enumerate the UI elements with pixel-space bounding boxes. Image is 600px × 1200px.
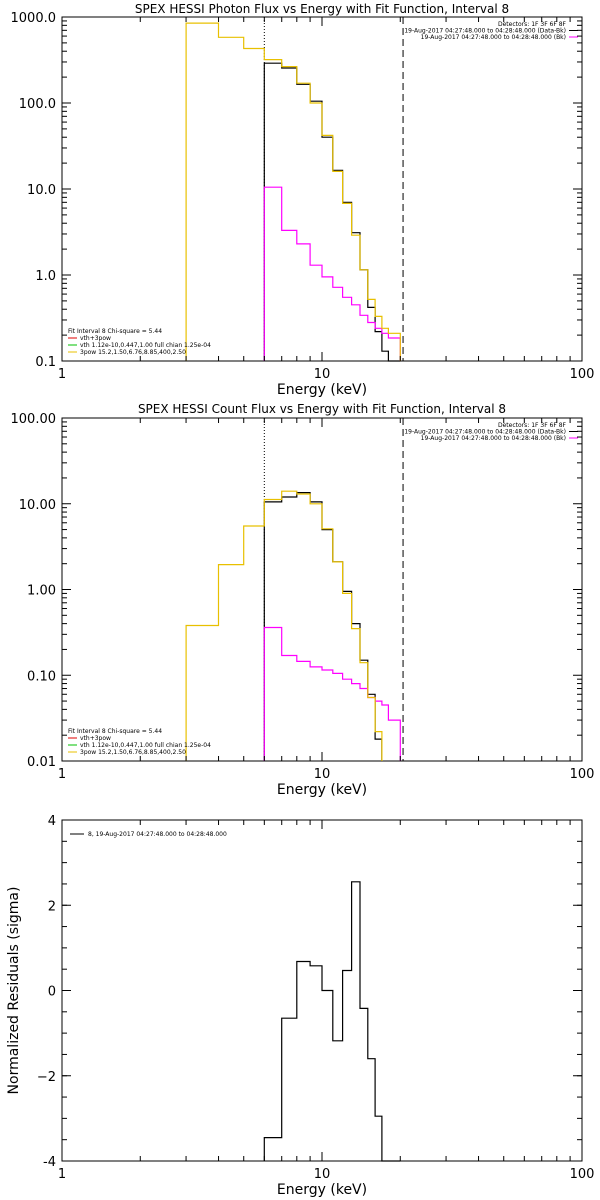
x-axis-label: Energy (keV) (277, 782, 367, 798)
legend-top-right: Detectors: 1F 3F 6F 8F 19-Aug-2017 04:27… (404, 422, 578, 442)
legend-bk: 19-Aug-2017 04:27:48.000 to 04:28:48.000… (421, 34, 566, 41)
axis-ticks: 1 10 100 -4 −2 0 2 4 (37, 814, 595, 1182)
y-tick-label: 2 (48, 899, 56, 914)
legend-bk: 19-Aug-2017 04:27:48.000 to 04:28:48.000… (421, 435, 566, 442)
legend-vth-3pow: vth+3pow (80, 735, 111, 742)
legend-vth-params: vth 1.12e-10,0.447,1.00 full chian 1.25e… (80, 342, 211, 349)
series-line-2 (185, 490, 383, 761)
y-tick-label: 4 (48, 814, 56, 829)
axis-ticks: 1 10 100 0.01 0.10 1.00 10.00 100.00 (11, 412, 595, 782)
series-line-2 (185, 22, 401, 361)
legend-vth-3pow: vth+3pow (80, 335, 111, 342)
legend-bottom-left: Fit Interval 8 Chi-square = 5.44 vth+3po… (68, 728, 211, 756)
legend-detectors: Detectors: 1F 3F 6F 8F (498, 422, 567, 429)
x-tick-label: 10 (314, 1167, 331, 1182)
series-line-0 (263, 881, 401, 1162)
x-tick-label: 100 (570, 1167, 595, 1182)
y-tick-label: −2 (37, 1070, 56, 1085)
y-tick-label: 0.01 (27, 755, 56, 770)
chart-title: SPEX HESSI Count Flux vs Energy with Fit… (138, 402, 506, 416)
y-tick-label: 10.00 (19, 498, 56, 513)
residuals-panel: Energy (keV) Normalized Residuals (sigma… (6, 814, 594, 1198)
legend-top-right: Detectors: 1F 3F 6F 8F 19-Aug-2017 04:27… (404, 21, 578, 41)
y-tick-label: 0.10 (27, 669, 56, 684)
x-axis-label: Energy (keV) (277, 1182, 367, 1198)
y-axis-label: Normalized Residuals (sigma) (6, 887, 22, 1095)
y-tick-label: 1.0 (35, 269, 56, 284)
x-tick-label: 10 (314, 767, 331, 782)
y-tick-label: 1000.0 (11, 11, 57, 26)
x-tick-label: 10 (314, 367, 331, 382)
legend-detectors: Detectors: 1F 3F 6F 8F (498, 21, 567, 28)
legend-fit-interval: Fit Interval 8 Chi-square = 5.44 (68, 328, 162, 335)
y-tick-label: 1.00 (27, 584, 56, 599)
y-tick-label: 0 (48, 985, 56, 1000)
series-group (263, 881, 401, 1162)
legend-vth-params: vth 1.12e-10,0.447,1.00 full chian 1.25e… (80, 742, 211, 749)
legend-data-minus-bk: 19-Aug-2017 04:27:48.000 to 04:28:48.000… (404, 28, 566, 35)
legend-top-left: 8, 19-Aug-2017 04:27:48.000 to 04:28:48.… (70, 831, 227, 838)
legend-data-minus-bk: 19-Aug-2017 04:27:48.000 to 04:28:48.000… (404, 429, 566, 436)
x-tick-label: 1 (58, 367, 66, 382)
x-tick-label: 100 (570, 367, 595, 382)
y-tick-label: 0.1 (35, 355, 56, 370)
y-tick-label: 10.0 (27, 183, 56, 198)
x-tick-label: 1 (58, 767, 66, 782)
legend-3pow-params: 3pow 15.2,1.50,6.76,8.85,400,2.50 (80, 749, 186, 756)
legend-fit-interval: Fit Interval 8 Chi-square = 5.44 (68, 728, 162, 735)
axis-ticks: 1 10 100 0.1 1.0 10.0 100.0 1000.0 (11, 11, 595, 382)
count-flux-panel: SPEX HESSI Count Flux vs Energy with Fit… (11, 402, 595, 798)
legend-residual-interval: 8, 19-Aug-2017 04:27:48.000 to 04:28:48.… (88, 831, 227, 838)
legend-3pow-params: 3pow 15.2,1.50,6.76,8.85,400,2.50 (80, 349, 186, 356)
legend-bottom-left: Fit Interval 8 Chi-square = 5.44 vth+3po… (68, 328, 211, 356)
series-line-1 (263, 186, 401, 361)
x-axis-label: Energy (keV) (277, 382, 367, 398)
y-tick-label: -4 (43, 1155, 56, 1170)
series-group (185, 490, 401, 761)
photon-flux-panel: SPEX HESSI Photon Flux vs Energy with Fi… (11, 2, 595, 398)
y-tick-label: 100.0 (19, 97, 56, 112)
y-tick-label: 100.00 (11, 412, 57, 427)
chart-title: SPEX HESSI Photon Flux vs Energy with Fi… (135, 2, 509, 16)
series-line-1 (263, 626, 401, 761)
series-group (185, 22, 401, 362)
x-tick-label: 100 (570, 767, 595, 782)
x-tick-label: 1 (58, 1167, 66, 1182)
